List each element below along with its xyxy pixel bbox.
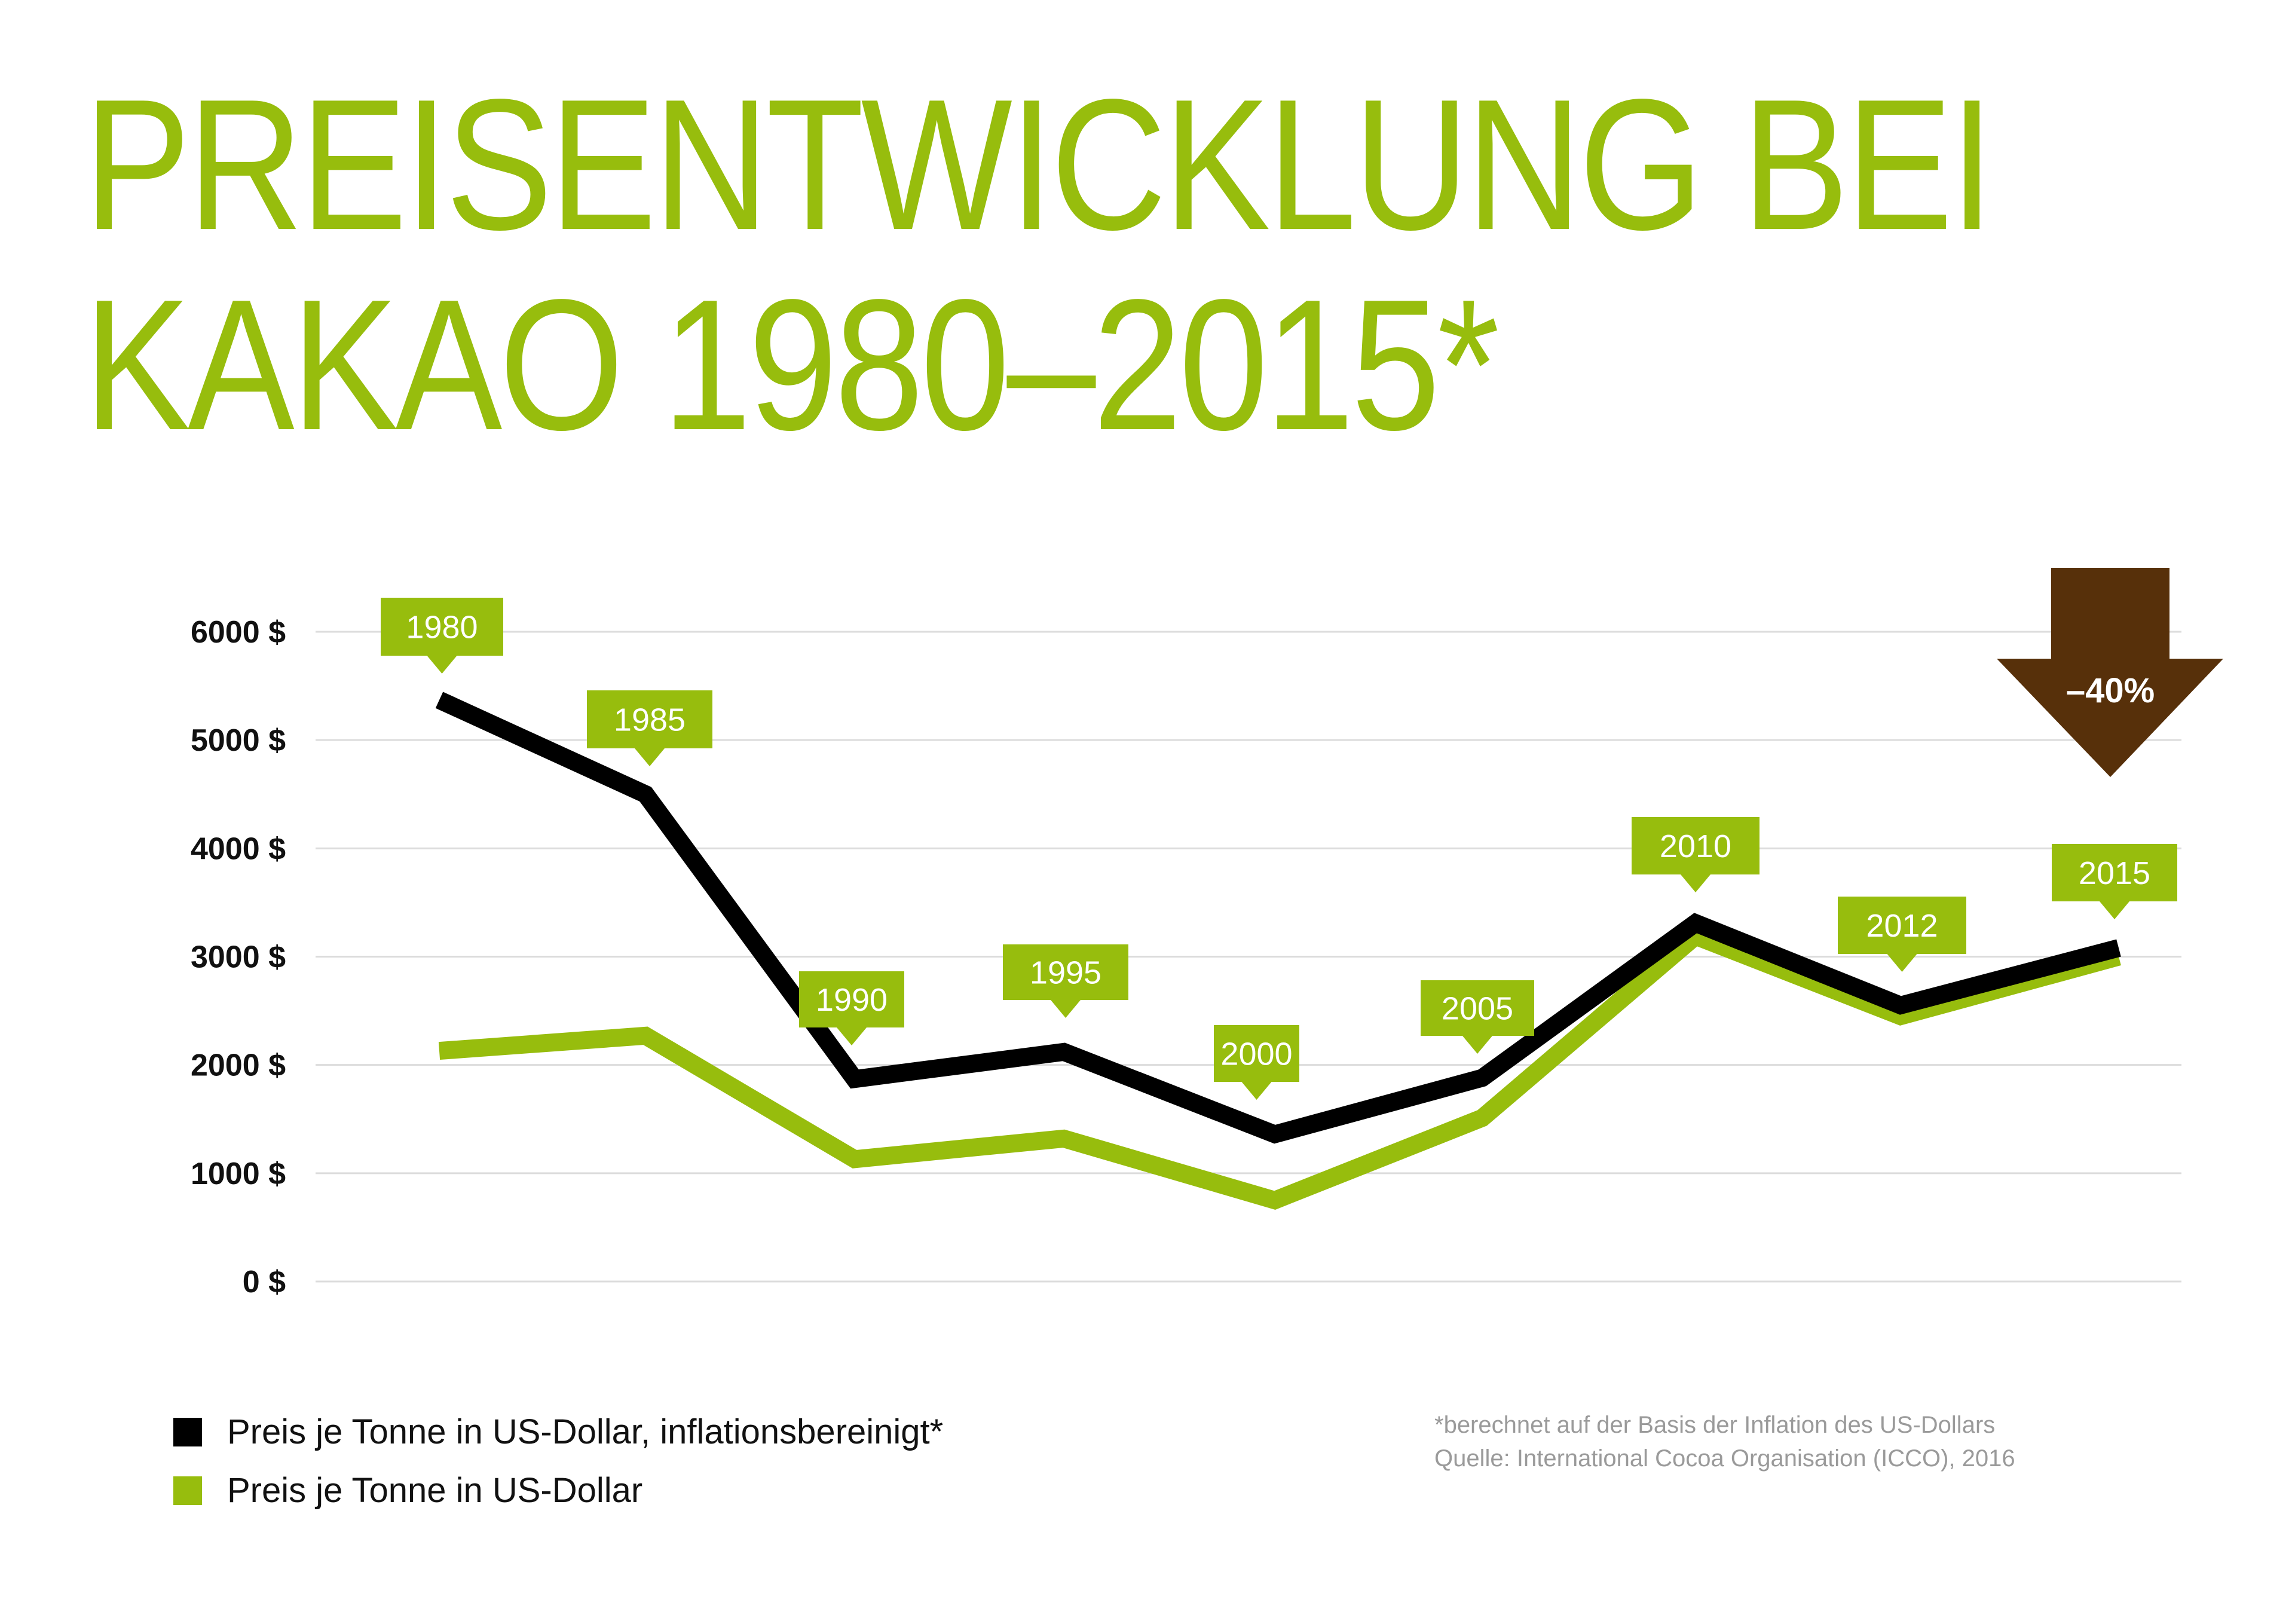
year-label-text: 2000	[1220, 1036, 1292, 1072]
footnote-inflation: *berechnet auf der Basis der Inflation d…	[1434, 1412, 1996, 1438]
legend-item-inflation-adjusted: Preis je Tonne in US-Dollar, inflationsb…	[173, 1412, 943, 1452]
y-tick-label: 2000 $	[191, 1048, 286, 1083]
year-label-2000: 2000	[1214, 1025, 1299, 1100]
legend-label: Preis je Tonne in US-Dollar, inflationsb…	[227, 1412, 944, 1451]
year-labels: 1980 1985 1990 1995 2000 2005 2010 2012 2015	[381, 598, 2177, 1100]
label-pointer-icon	[1051, 1000, 1081, 1018]
series-lines	[435, 692, 2121, 1210]
year-label-text: 1985	[614, 702, 686, 738]
year-label-1985: 1985	[587, 690, 712, 766]
arrow-down-icon	[1997, 568, 2223, 777]
legend-swatch-black	[173, 1417, 202, 1446]
y-tick-label: 5000 $	[191, 723, 286, 758]
label-pointer-icon	[635, 748, 665, 766]
label-pointer-icon	[1241, 1082, 1272, 1100]
label-pointer-icon	[1462, 1036, 1492, 1054]
legend-swatch-green	[173, 1476, 202, 1505]
label-pointer-icon	[1681, 874, 1710, 892]
year-label-2012: 2012	[1838, 897, 1966, 972]
series-line-nominal	[438, 925, 2121, 1210]
percent-change-callout: –40%	[1997, 568, 2223, 777]
year-label-2015: 2015	[2052, 844, 2177, 919]
series-line-inflation-adjusted	[435, 692, 2121, 1144]
year-label-text: 1980	[406, 610, 478, 646]
y-tick-label: 6000 $	[191, 615, 286, 650]
label-pointer-icon	[427, 656, 457, 674]
label-pointer-icon	[2100, 901, 2129, 919]
chart-title-line-2: KAKAO 1980–2015*	[84, 261, 1500, 469]
year-label-2005: 2005	[1421, 980, 1534, 1054]
chart-title-line-1: PREISENTWICKLUNG BEI	[84, 61, 1994, 269]
year-label-text: 1990	[816, 982, 888, 1018]
y-axis-ticks: 6000 $ 5000 $ 4000 $ 3000 $ 2000 $ 1000 $ 0 $	[191, 615, 286, 1299]
year-label-1995: 1995	[1003, 944, 1128, 1018]
year-label-text: 2010	[1660, 828, 1731, 864]
year-label-text: 2015	[2079, 855, 2150, 891]
legend-item-nominal: Preis je Tonne in US-Dollar	[173, 1470, 642, 1510]
y-tick-label: 3000 $	[191, 940, 286, 975]
year-label-text: 1995	[1030, 955, 1101, 991]
y-tick-label: 1000 $	[191, 1157, 286, 1191]
year-label-2010: 2010	[1632, 817, 1760, 892]
legend-label: Preis je Tonne in US-Dollar	[227, 1471, 643, 1510]
label-pointer-icon	[837, 1027, 867, 1045]
y-tick-label: 0 $	[243, 1265, 286, 1299]
footnote-source: Quelle: International Cocoa Organisation…	[1434, 1445, 2015, 1472]
percent-change-label: –40%	[2066, 671, 2155, 710]
label-pointer-icon	[1887, 954, 1917, 972]
year-label-1990: 1990	[799, 971, 904, 1045]
year-label-text: 2005	[1442, 991, 1513, 1027]
year-label-1980: 1980	[381, 598, 503, 674]
y-tick-label: 4000 $	[191, 831, 286, 866]
year-label-text: 2012	[1866, 908, 1938, 944]
